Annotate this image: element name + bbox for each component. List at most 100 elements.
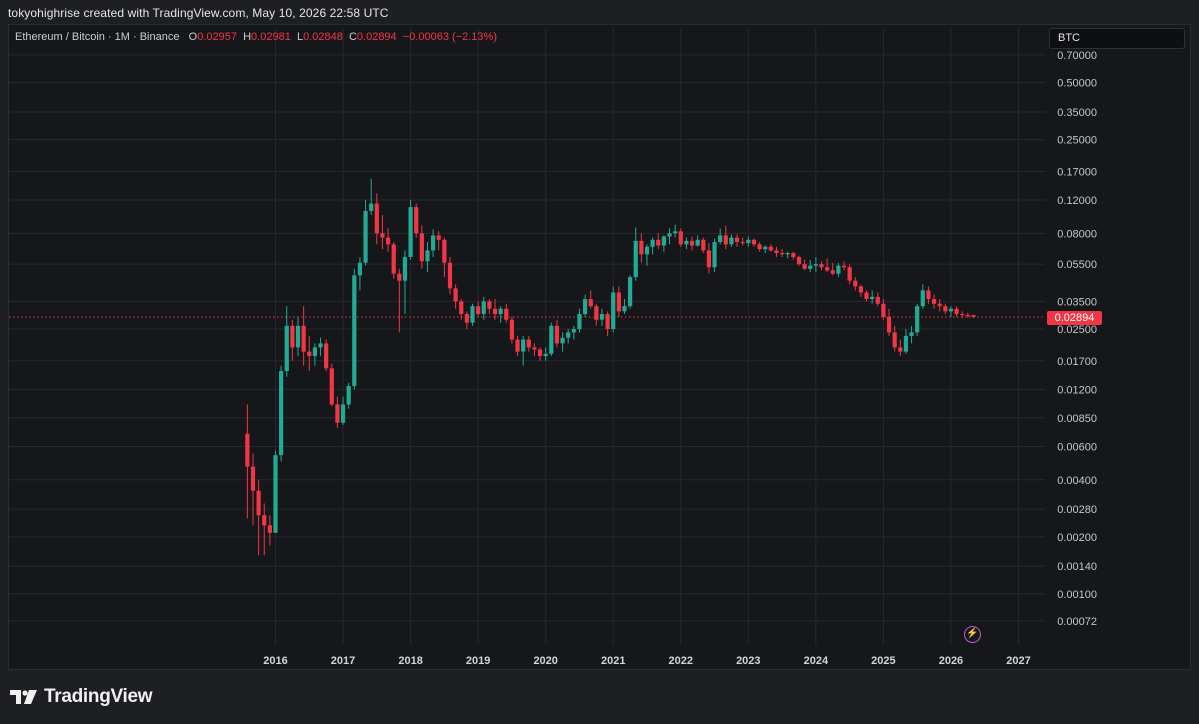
x-tick-label: 2020 xyxy=(533,655,557,667)
candle-body xyxy=(577,314,582,330)
candle-body xyxy=(971,315,976,317)
y-axis: 0.70000 0.50000 0.35000 0.25000 0.17000 0.120… xyxy=(1057,50,1097,628)
candle-body xyxy=(740,242,745,244)
candle-body xyxy=(324,343,329,369)
candle xyxy=(673,224,678,238)
candle xyxy=(599,308,605,326)
candle-body xyxy=(774,250,779,254)
candle-body xyxy=(616,292,621,312)
candle xyxy=(639,233,644,263)
candle xyxy=(616,286,621,317)
candle xyxy=(442,237,447,278)
candle-body xyxy=(290,325,295,348)
candle-body xyxy=(864,292,869,300)
candle xyxy=(909,325,914,344)
candle-body xyxy=(408,207,413,258)
chart-caption: tokyohighrise created with TradingView.c… xyxy=(8,6,389,20)
candle-body xyxy=(357,262,363,276)
y-tick-label: 0.17000 xyxy=(1057,166,1097,178)
candle-body xyxy=(301,325,306,352)
candle xyxy=(881,299,886,320)
candle xyxy=(262,503,267,556)
candle xyxy=(684,237,689,250)
candle xyxy=(250,453,256,526)
candle-body xyxy=(954,308,959,315)
candle xyxy=(329,363,334,407)
candle-body xyxy=(509,319,515,340)
lightning-icon[interactable]: ⚡ xyxy=(964,626,981,643)
candle-body xyxy=(329,368,334,405)
candle xyxy=(267,515,272,546)
candle xyxy=(397,268,402,333)
y-tick-label: 0.00600 xyxy=(1057,441,1097,453)
candle-body xyxy=(498,308,503,315)
candle-body xyxy=(363,210,368,263)
candle-body xyxy=(881,303,886,317)
x-tick-label: 2027 xyxy=(1006,655,1030,667)
candle-body xyxy=(729,237,734,245)
candle xyxy=(667,228,672,245)
candle-body xyxy=(763,246,768,250)
candle-body xyxy=(903,335,909,352)
candle xyxy=(532,343,537,357)
candle xyxy=(622,299,627,315)
candle xyxy=(357,257,363,291)
candle xyxy=(802,259,807,271)
candle xyxy=(295,316,301,357)
candle-body xyxy=(295,325,301,348)
candle-body xyxy=(836,265,841,274)
candle-body xyxy=(622,306,627,312)
candle xyxy=(656,233,661,250)
candle-body xyxy=(284,325,289,372)
candle xyxy=(768,244,773,252)
candle-body xyxy=(279,371,284,456)
candle-body xyxy=(853,280,858,287)
candle-body xyxy=(335,404,340,423)
candle-body xyxy=(723,235,728,245)
candle-body xyxy=(943,306,948,312)
candle xyxy=(926,286,931,304)
candle-body xyxy=(419,233,424,262)
candle xyxy=(436,231,441,251)
y-tick-label: 0.05500 xyxy=(1057,259,1097,271)
candle-body xyxy=(582,299,588,315)
tradingview-brand[interactable]: TradingView xyxy=(10,686,153,708)
candle-body xyxy=(340,404,346,423)
compare-symbol-box[interactable]: BTC xyxy=(1049,28,1185,49)
last-price-tag: 0.02894 xyxy=(1047,311,1102,325)
candle xyxy=(526,335,531,352)
chart-frame[interactable] xyxy=(8,24,1191,670)
low-value: 0.02848 xyxy=(303,31,343,43)
candle xyxy=(352,268,357,390)
candle-body xyxy=(504,308,509,320)
candle-body xyxy=(537,349,543,357)
candle-body xyxy=(267,525,272,533)
candle xyxy=(487,299,492,315)
candle-body xyxy=(892,332,897,348)
candle xyxy=(729,234,734,247)
y-tick-label: 0.01200 xyxy=(1057,384,1097,396)
symbol-legend[interactable]: Ethereum / Bitcoin · 1M · Binance O0.029… xyxy=(15,31,497,43)
candle xyxy=(718,228,723,245)
y-tick-label: 0.12000 xyxy=(1057,195,1097,207)
candle xyxy=(965,312,970,318)
low-label: L xyxy=(296,31,304,43)
candle-body xyxy=(684,240,689,245)
candle xyxy=(543,347,548,361)
x-tick-label: 2019 xyxy=(466,655,490,667)
candle xyxy=(566,329,571,344)
candle xyxy=(779,249,785,258)
candle xyxy=(903,329,909,354)
candle-body xyxy=(701,239,706,251)
candle xyxy=(644,244,650,266)
candle-body xyxy=(931,299,937,304)
candle xyxy=(960,311,965,319)
candle-series xyxy=(245,178,976,556)
candle-body xyxy=(886,316,892,333)
candle-body xyxy=(825,267,830,271)
candle-body xyxy=(656,239,661,246)
y-tick-label: 0.08000 xyxy=(1057,228,1097,240)
candle xyxy=(414,203,419,238)
candle xyxy=(588,290,593,309)
